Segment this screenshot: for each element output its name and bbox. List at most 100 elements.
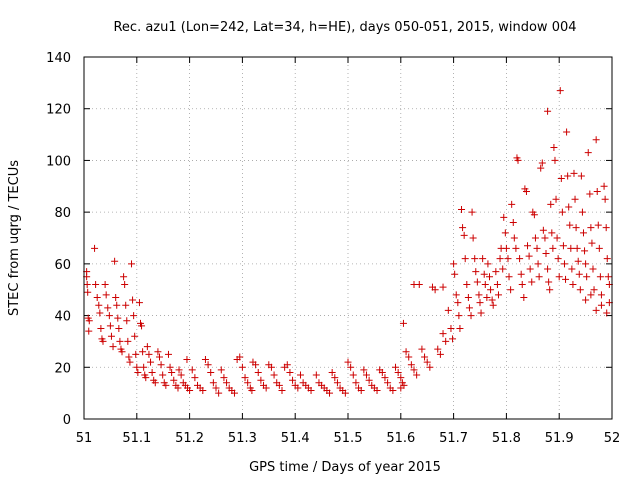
data-point bbox=[186, 387, 194, 395]
data-point bbox=[347, 363, 355, 371]
y-tick-labels: 0 20 40 60 80 100 120 140 bbox=[46, 51, 71, 428]
data-point bbox=[582, 260, 590, 268]
y-tick-label: 120 bbox=[46, 103, 71, 118]
data-point bbox=[517, 270, 525, 278]
data-point bbox=[130, 312, 138, 320]
data-point bbox=[472, 268, 480, 276]
x-tick-label: 52 bbox=[604, 431, 621, 446]
plot-frame bbox=[83, 56, 613, 420]
data-point bbox=[577, 172, 585, 180]
data-point bbox=[434, 345, 442, 353]
data-point bbox=[360, 366, 368, 374]
data-point bbox=[142, 374, 150, 382]
data-point bbox=[85, 317, 93, 325]
data-point bbox=[584, 149, 592, 157]
data-point bbox=[143, 343, 151, 351]
data-point bbox=[557, 175, 565, 183]
data-point bbox=[121, 281, 129, 289]
data-point bbox=[177, 371, 185, 379]
data-point bbox=[542, 250, 550, 258]
data-point bbox=[125, 353, 133, 361]
data-point bbox=[476, 299, 484, 307]
data-point bbox=[312, 371, 320, 379]
data-point bbox=[183, 356, 191, 364]
data-point bbox=[555, 273, 563, 281]
data-point bbox=[381, 374, 389, 382]
data-point bbox=[115, 325, 123, 332]
data-point bbox=[449, 335, 457, 343]
data-point bbox=[423, 358, 431, 366]
data-point bbox=[567, 244, 575, 252]
data-point bbox=[154, 348, 162, 356]
data-point bbox=[545, 278, 553, 286]
data-point bbox=[262, 384, 270, 392]
data-point bbox=[122, 301, 130, 309]
data-point bbox=[107, 332, 115, 340]
data-point bbox=[563, 128, 571, 136]
data-point bbox=[508, 200, 516, 208]
data-point bbox=[468, 208, 476, 216]
data-point bbox=[283, 361, 291, 369]
data-point bbox=[512, 244, 520, 252]
data-point bbox=[604, 273, 612, 281]
data-point bbox=[392, 363, 400, 371]
data-point bbox=[484, 260, 492, 268]
data-point bbox=[564, 172, 572, 180]
data-point bbox=[467, 312, 475, 320]
data-point bbox=[592, 136, 600, 144]
data-point bbox=[518, 281, 526, 289]
data-point bbox=[583, 273, 591, 281]
data-point bbox=[475, 291, 483, 299]
data-point bbox=[589, 265, 597, 273]
data-point bbox=[516, 255, 524, 263]
data-point bbox=[96, 309, 104, 317]
data-point bbox=[570, 169, 578, 177]
data-point bbox=[442, 337, 450, 345]
data-point bbox=[170, 376, 178, 384]
data-point bbox=[525, 252, 533, 260]
data-point bbox=[496, 255, 504, 263]
data-point bbox=[373, 387, 381, 395]
data-point bbox=[586, 190, 594, 198]
data-point bbox=[236, 353, 244, 361]
data-point bbox=[565, 203, 573, 211]
data-point bbox=[530, 211, 538, 219]
x-tick-label: 51.8 bbox=[492, 431, 521, 446]
data-point bbox=[579, 229, 587, 237]
data-point bbox=[328, 368, 336, 376]
data-point bbox=[140, 363, 148, 371]
data-point bbox=[514, 156, 522, 164]
data-point bbox=[362, 371, 370, 379]
data-point bbox=[138, 322, 146, 330]
data-point bbox=[357, 387, 365, 395]
data-point bbox=[101, 281, 109, 289]
data-point bbox=[582, 296, 590, 304]
data-point bbox=[566, 221, 574, 229]
data-point bbox=[286, 368, 294, 376]
data-point bbox=[134, 368, 142, 376]
data-point bbox=[455, 312, 463, 320]
data-point bbox=[559, 242, 567, 250]
data-point bbox=[450, 260, 458, 268]
data-point bbox=[473, 278, 481, 286]
data-point bbox=[528, 278, 536, 286]
data-point bbox=[538, 159, 546, 167]
data-point bbox=[549, 244, 557, 252]
data-point bbox=[405, 353, 413, 361]
x-tick-label: 51.6 bbox=[386, 431, 415, 446]
data-point bbox=[191, 374, 199, 382]
data-point bbox=[102, 291, 110, 299]
data-point bbox=[188, 366, 196, 374]
data-point bbox=[413, 371, 421, 379]
data-point bbox=[463, 281, 471, 289]
data-point bbox=[209, 379, 217, 387]
x-tick-label: 51.9 bbox=[545, 431, 574, 446]
x-axis-label: GPS time / Days of year 2015 bbox=[249, 460, 441, 475]
data-point bbox=[326, 389, 334, 397]
data-point bbox=[571, 195, 579, 203]
data-point bbox=[469, 234, 477, 242]
data-point bbox=[431, 286, 439, 294]
data-point bbox=[352, 379, 360, 387]
data-point bbox=[113, 301, 121, 309]
